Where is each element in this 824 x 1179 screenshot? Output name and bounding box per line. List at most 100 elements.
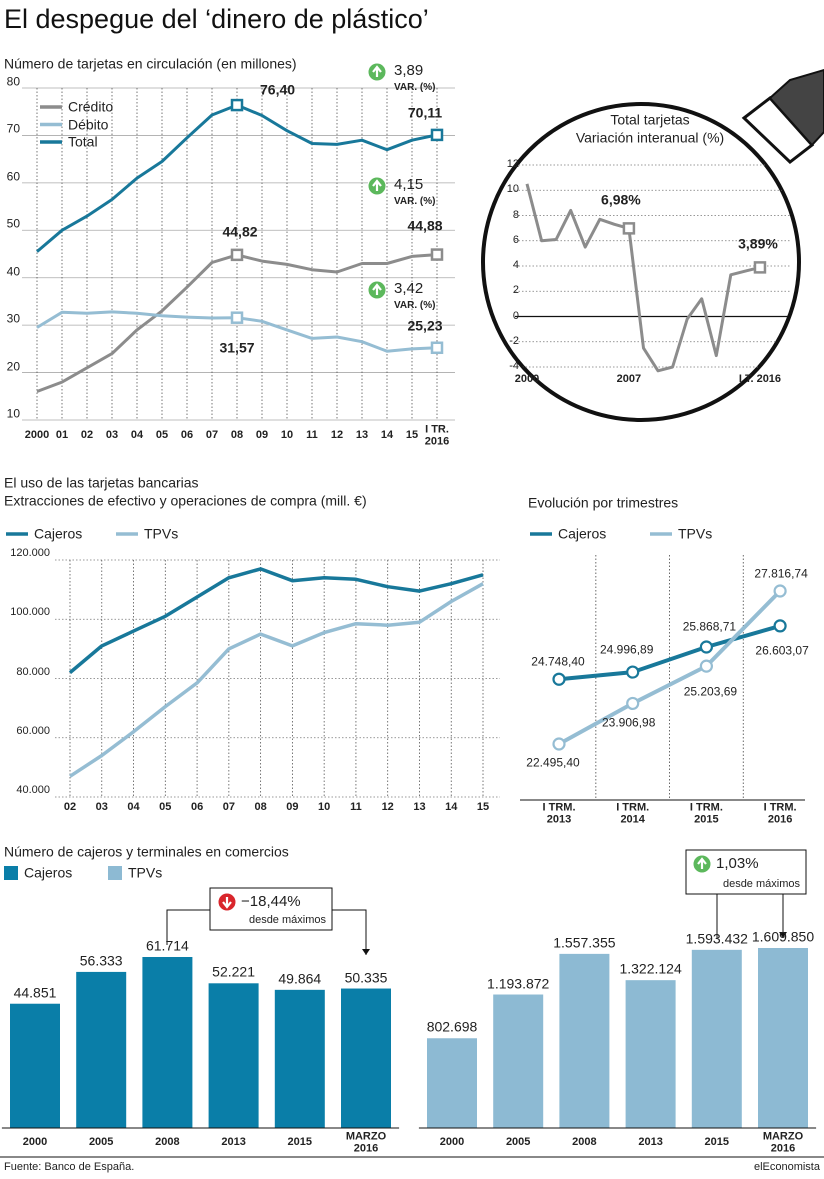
legend-label: TPVs [678,525,713,542]
value-label: 22.495,40 [526,755,580,770]
point-marker [753,261,767,274]
y-tick-label: 120.000 [10,547,50,560]
point-marker [230,248,244,262]
value-label: 44.851 [13,984,57,1001]
bar [625,980,676,1128]
x-tick-label: 04 [130,429,144,442]
value-label: 23.906,98 [601,716,656,731]
point-marker [552,672,566,686]
value-label: 61.714 [145,937,189,954]
x-tick-label: 2008 [155,1136,180,1149]
lens-content [515,164,790,373]
x-tick-label: 2008 [572,1136,597,1149]
y-tick-label: 2 [512,284,519,297]
legend-label: Crédito [68,98,114,115]
x-tick-label: MARZO 2016 [345,1130,387,1154]
x-tick-label: 13 [413,801,426,814]
brand: elEconomista [753,1161,820,1173]
bar [559,953,610,1128]
x-tick-label: 14 [380,429,394,442]
point-marker [230,98,244,112]
bar [427,1038,477,1128]
x-tick-label: 15 [405,429,419,442]
x-tick-label: 2013 [638,1136,663,1149]
x-tick-label: 14 [445,801,458,814]
value-label: 70,11 [407,104,443,121]
x-tick-label: 2005 [505,1136,531,1149]
x-tick-label: 06 [180,429,194,442]
x-tick-label: 03 [95,801,108,814]
label: Número de cajeros y terminales en comerc… [4,843,289,860]
bar [208,983,259,1128]
x-tick-label: I TRM. 2013 [542,801,576,825]
x-tick-label: I T. 2016 [738,373,782,386]
series-line [525,183,761,373]
series-line [68,567,484,674]
value-label: 6,98% [601,192,641,209]
x-tick-label: 12 [381,801,394,814]
y-tick-label: -4 [509,360,519,373]
x-tick-label: MARZO 2016 [762,1130,804,1154]
x-tick-label: 09 [255,429,269,442]
x-tick-label: 02 [63,801,77,814]
label: Variación interanual (%) [575,129,725,146]
arrow [372,179,382,191]
x-tick-label: 11 [306,429,318,442]
arrow [697,857,707,869]
x-tick-label: 2000 [24,429,50,442]
legend-swatch [108,866,122,880]
bar [76,971,127,1128]
label: Número de tarjetas en circulación (en mi… [4,55,297,72]
x-tick-label: 10 [318,801,331,814]
y-tick-label: 70 [6,122,20,137]
value-label: 1.322.124 [619,960,682,977]
y-tick-label: 100.000 [10,606,50,619]
y-tick-label: 4 [512,259,519,272]
value-label: 44,88 [407,217,443,234]
value-label: 52.221 [212,963,256,980]
series-line [558,623,781,682]
x-tick-label: 02 [80,429,94,442]
arrow-head [362,949,370,955]
x-tick-label: 08 [254,801,267,814]
variation-note: VAR. (%) [394,81,436,93]
x-tick-label: 2015 [704,1136,730,1149]
value-label: 25.203,69 [683,684,738,699]
y-tick-label: 30 [6,311,20,326]
value-label: 802.698 [426,1018,478,1035]
y-tick-label: 80.000 [16,665,50,678]
point-marker [430,341,444,355]
annotation-note: desde máximos [248,914,326,927]
bar [274,989,325,1128]
bar [341,988,391,1128]
y-tick-label: 10 [6,406,20,421]
value-label: 25.868,71 [682,619,737,634]
point-marker [699,659,714,673]
series-line [69,582,484,778]
value-label: 31,57 [219,339,255,356]
point-marker [430,128,444,142]
magnifier-handle [741,68,824,164]
value-label: 1.609.850 [751,928,815,945]
annotation-arrow [332,909,367,955]
y-tick-label: -2 [509,334,519,347]
x-tick-label: 2007 [616,373,642,386]
bar [493,994,544,1128]
y-tick-label: 12 [506,158,519,171]
variation: 3,42 [394,280,424,298]
point-marker [773,619,787,633]
x-tick-label: 05 [159,801,172,814]
annotation-text: −18,44% [241,893,301,911]
value-label: 56.333 [79,952,123,969]
variation: 3,89 [394,62,424,80]
point-marker [230,311,244,324]
x-tick-label: 03 [105,429,119,442]
value-label: 25,23 [407,317,443,334]
bar [758,948,808,1128]
source: Fuente: Banco de España. [4,1161,135,1173]
x-tick-label: 04 [127,801,140,814]
x-tick-label: 2015 [287,1136,313,1149]
arrow [372,283,382,295]
x-tick-label: I TRM. 2016 [763,801,797,825]
